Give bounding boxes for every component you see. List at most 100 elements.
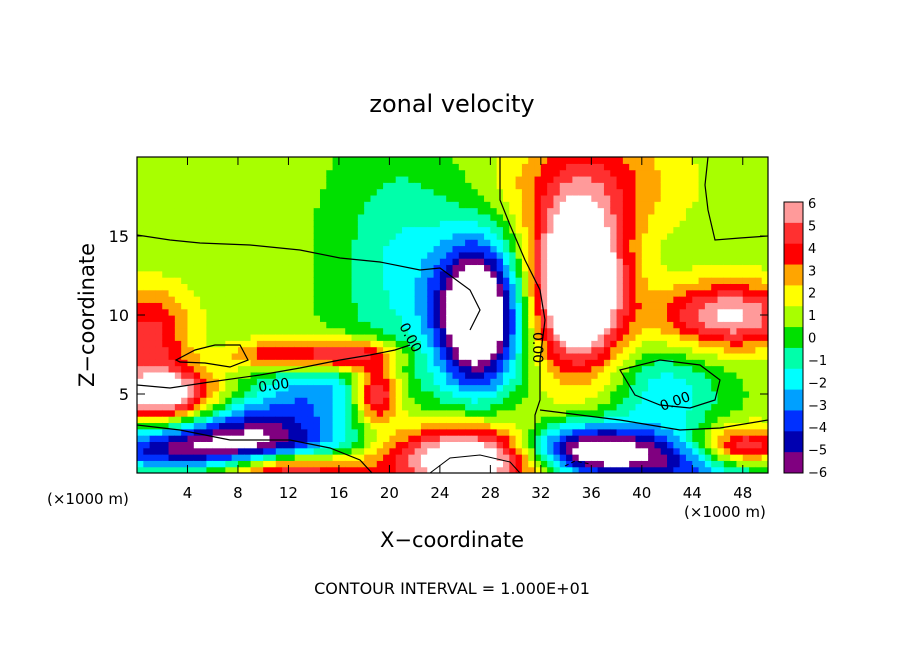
field-cell — [250, 384, 258, 392]
field-cell — [679, 378, 687, 386]
field-cell — [143, 365, 151, 373]
field-cell — [301, 390, 308, 398]
field-cell — [137, 346, 144, 354]
field-cell — [439, 163, 447, 171]
field-cell — [698, 371, 706, 379]
field-cell — [742, 422, 750, 430]
field-cell — [282, 258, 290, 266]
field-cell — [137, 182, 144, 190]
field-cell — [490, 384, 498, 392]
field-cell — [553, 251, 561, 259]
field-cell — [206, 333, 214, 341]
field-cell — [673, 346, 681, 354]
field-cell — [730, 454, 738, 461]
field-cell — [490, 447, 498, 455]
field-cell — [742, 251, 750, 259]
field-cell — [351, 447, 359, 455]
field-cell — [244, 321, 252, 329]
field-cell — [174, 435, 182, 442]
field-cell — [256, 213, 264, 221]
field-cell — [200, 258, 208, 266]
field-cell — [490, 296, 498, 303]
field-cell — [174, 371, 182, 379]
field-cell — [534, 289, 542, 297]
field-cell — [534, 333, 542, 341]
field-cell — [540, 416, 548, 424]
field-cell — [749, 441, 756, 449]
field-cell — [275, 378, 283, 386]
field-cell — [395, 220, 403, 228]
field-cell — [307, 289, 315, 297]
field-cell — [206, 258, 214, 266]
field-cell — [477, 289, 485, 297]
field-cell — [704, 397, 712, 405]
field-cell — [420, 207, 428, 215]
field-cell — [439, 441, 447, 449]
field-cell — [370, 460, 378, 468]
field-cell — [307, 258, 315, 266]
field-cell — [351, 422, 359, 430]
field-cell — [383, 416, 390, 424]
field-cell — [212, 182, 220, 190]
field-cell — [610, 435, 618, 442]
field-cell — [641, 182, 649, 190]
field-cell — [578, 289, 586, 297]
field-cell — [616, 403, 624, 411]
field-cell — [200, 289, 208, 297]
field-cell — [294, 213, 302, 221]
field-cell — [458, 378, 466, 386]
field-cell — [351, 333, 359, 341]
field-cell — [673, 220, 681, 228]
field-cell — [225, 302, 233, 310]
field-cell — [736, 416, 744, 424]
field-cell — [648, 308, 656, 316]
field-cell — [528, 213, 536, 221]
field-cell — [749, 220, 756, 228]
field-cell — [477, 239, 485, 247]
field-cell — [231, 397, 239, 405]
field-cell — [420, 283, 428, 291]
field-cell — [219, 365, 226, 373]
field-cell — [742, 333, 750, 341]
field-cell — [288, 397, 296, 405]
field-cell — [742, 466, 750, 473]
field-cell — [641, 378, 649, 386]
field-cell — [540, 397, 548, 405]
field-cell — [521, 378, 529, 386]
field-cell — [471, 175, 479, 183]
field-cell — [711, 422, 719, 430]
field-cell — [174, 207, 182, 215]
field-cell — [540, 220, 548, 228]
field-cell — [711, 352, 719, 360]
field-cell — [420, 390, 428, 398]
field-cell — [723, 441, 731, 449]
field-cell — [742, 327, 750, 335]
field-cell — [219, 428, 226, 436]
field-cell — [635, 460, 643, 468]
field-cell — [502, 175, 510, 183]
field-cell — [547, 169, 555, 177]
field-cell — [231, 258, 239, 266]
field-cell — [219, 454, 226, 461]
field-cell — [749, 296, 756, 303]
field-cell — [294, 403, 302, 411]
field-cell — [357, 213, 365, 221]
field-cell — [521, 163, 529, 171]
field-cell — [332, 226, 340, 234]
field-cell — [692, 213, 700, 221]
field-cell — [383, 296, 390, 303]
field-cell — [704, 232, 712, 240]
field-cell — [730, 460, 738, 468]
field-cell — [383, 194, 390, 202]
field-cell — [237, 296, 245, 303]
field-cell — [231, 157, 239, 164]
field-cell — [692, 378, 700, 386]
field-cell — [685, 213, 693, 221]
field-cell — [540, 201, 548, 209]
field-cell — [585, 289, 592, 297]
field-cell — [155, 207, 163, 215]
field-cell — [717, 251, 725, 259]
field-cell — [200, 365, 208, 373]
field-cell — [547, 289, 555, 297]
field-cell — [174, 157, 182, 164]
